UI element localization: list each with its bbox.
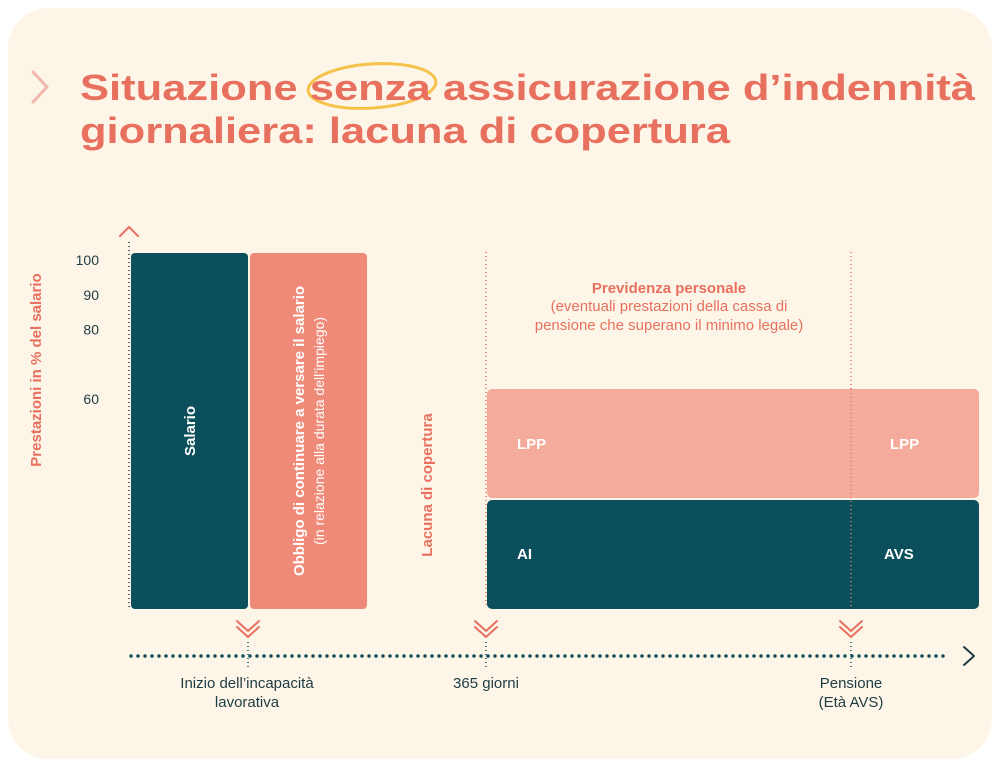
highlight [306, 62, 438, 110]
chevron [31, 70, 49, 104]
block-label: LPP [890, 436, 919, 453]
ai-avs-block [487, 500, 979, 609]
chevrons [236, 620, 863, 638]
lpp-block [487, 389, 979, 498]
title-line: giornaliera: lacuna di copertura [80, 110, 731, 151]
timeline-label: 365 giorni [453, 675, 519, 692]
y-tick-label: 80 [83, 322, 99, 338]
timeline-label: Pensione [820, 675, 883, 692]
block-note: (in relazione alla durata dell’impiego) [311, 317, 327, 545]
y-tick-label: 100 [76, 252, 100, 268]
salary-block [131, 253, 248, 609]
block-label: Salario [182, 406, 199, 456]
chevron [963, 646, 975, 666]
timeline-label: (Età AVS) [819, 694, 884, 711]
block-label: LPP [517, 436, 546, 453]
chevron [119, 225, 139, 237]
personal-text: (eventuali prestazioni della cassa di [551, 298, 788, 315]
timeline-label: Inizio dell’incapacità [180, 675, 314, 692]
block-label: AI [517, 546, 532, 563]
timeline-ticks [247, 642, 852, 668]
y-tick-label: 90 [83, 287, 99, 303]
personal-title: Previdenza personale [592, 280, 746, 297]
personal-text: pensione che superano il minimo legale) [535, 317, 804, 334]
block-label: AVS [884, 546, 914, 563]
block-label: Obbligo di continuare a versare il salar… [291, 286, 308, 576]
timeline-label: lavorativa [215, 694, 280, 711]
title-line: Situazione senza assicurazione d’indenni… [80, 67, 976, 108]
y-tick-label: 60 [83, 391, 99, 407]
axis-label: Prestazioni in % del salario [28, 273, 45, 466]
gap-label: Lacuna di copertura [419, 413, 436, 557]
obligation-block [250, 253, 367, 609]
